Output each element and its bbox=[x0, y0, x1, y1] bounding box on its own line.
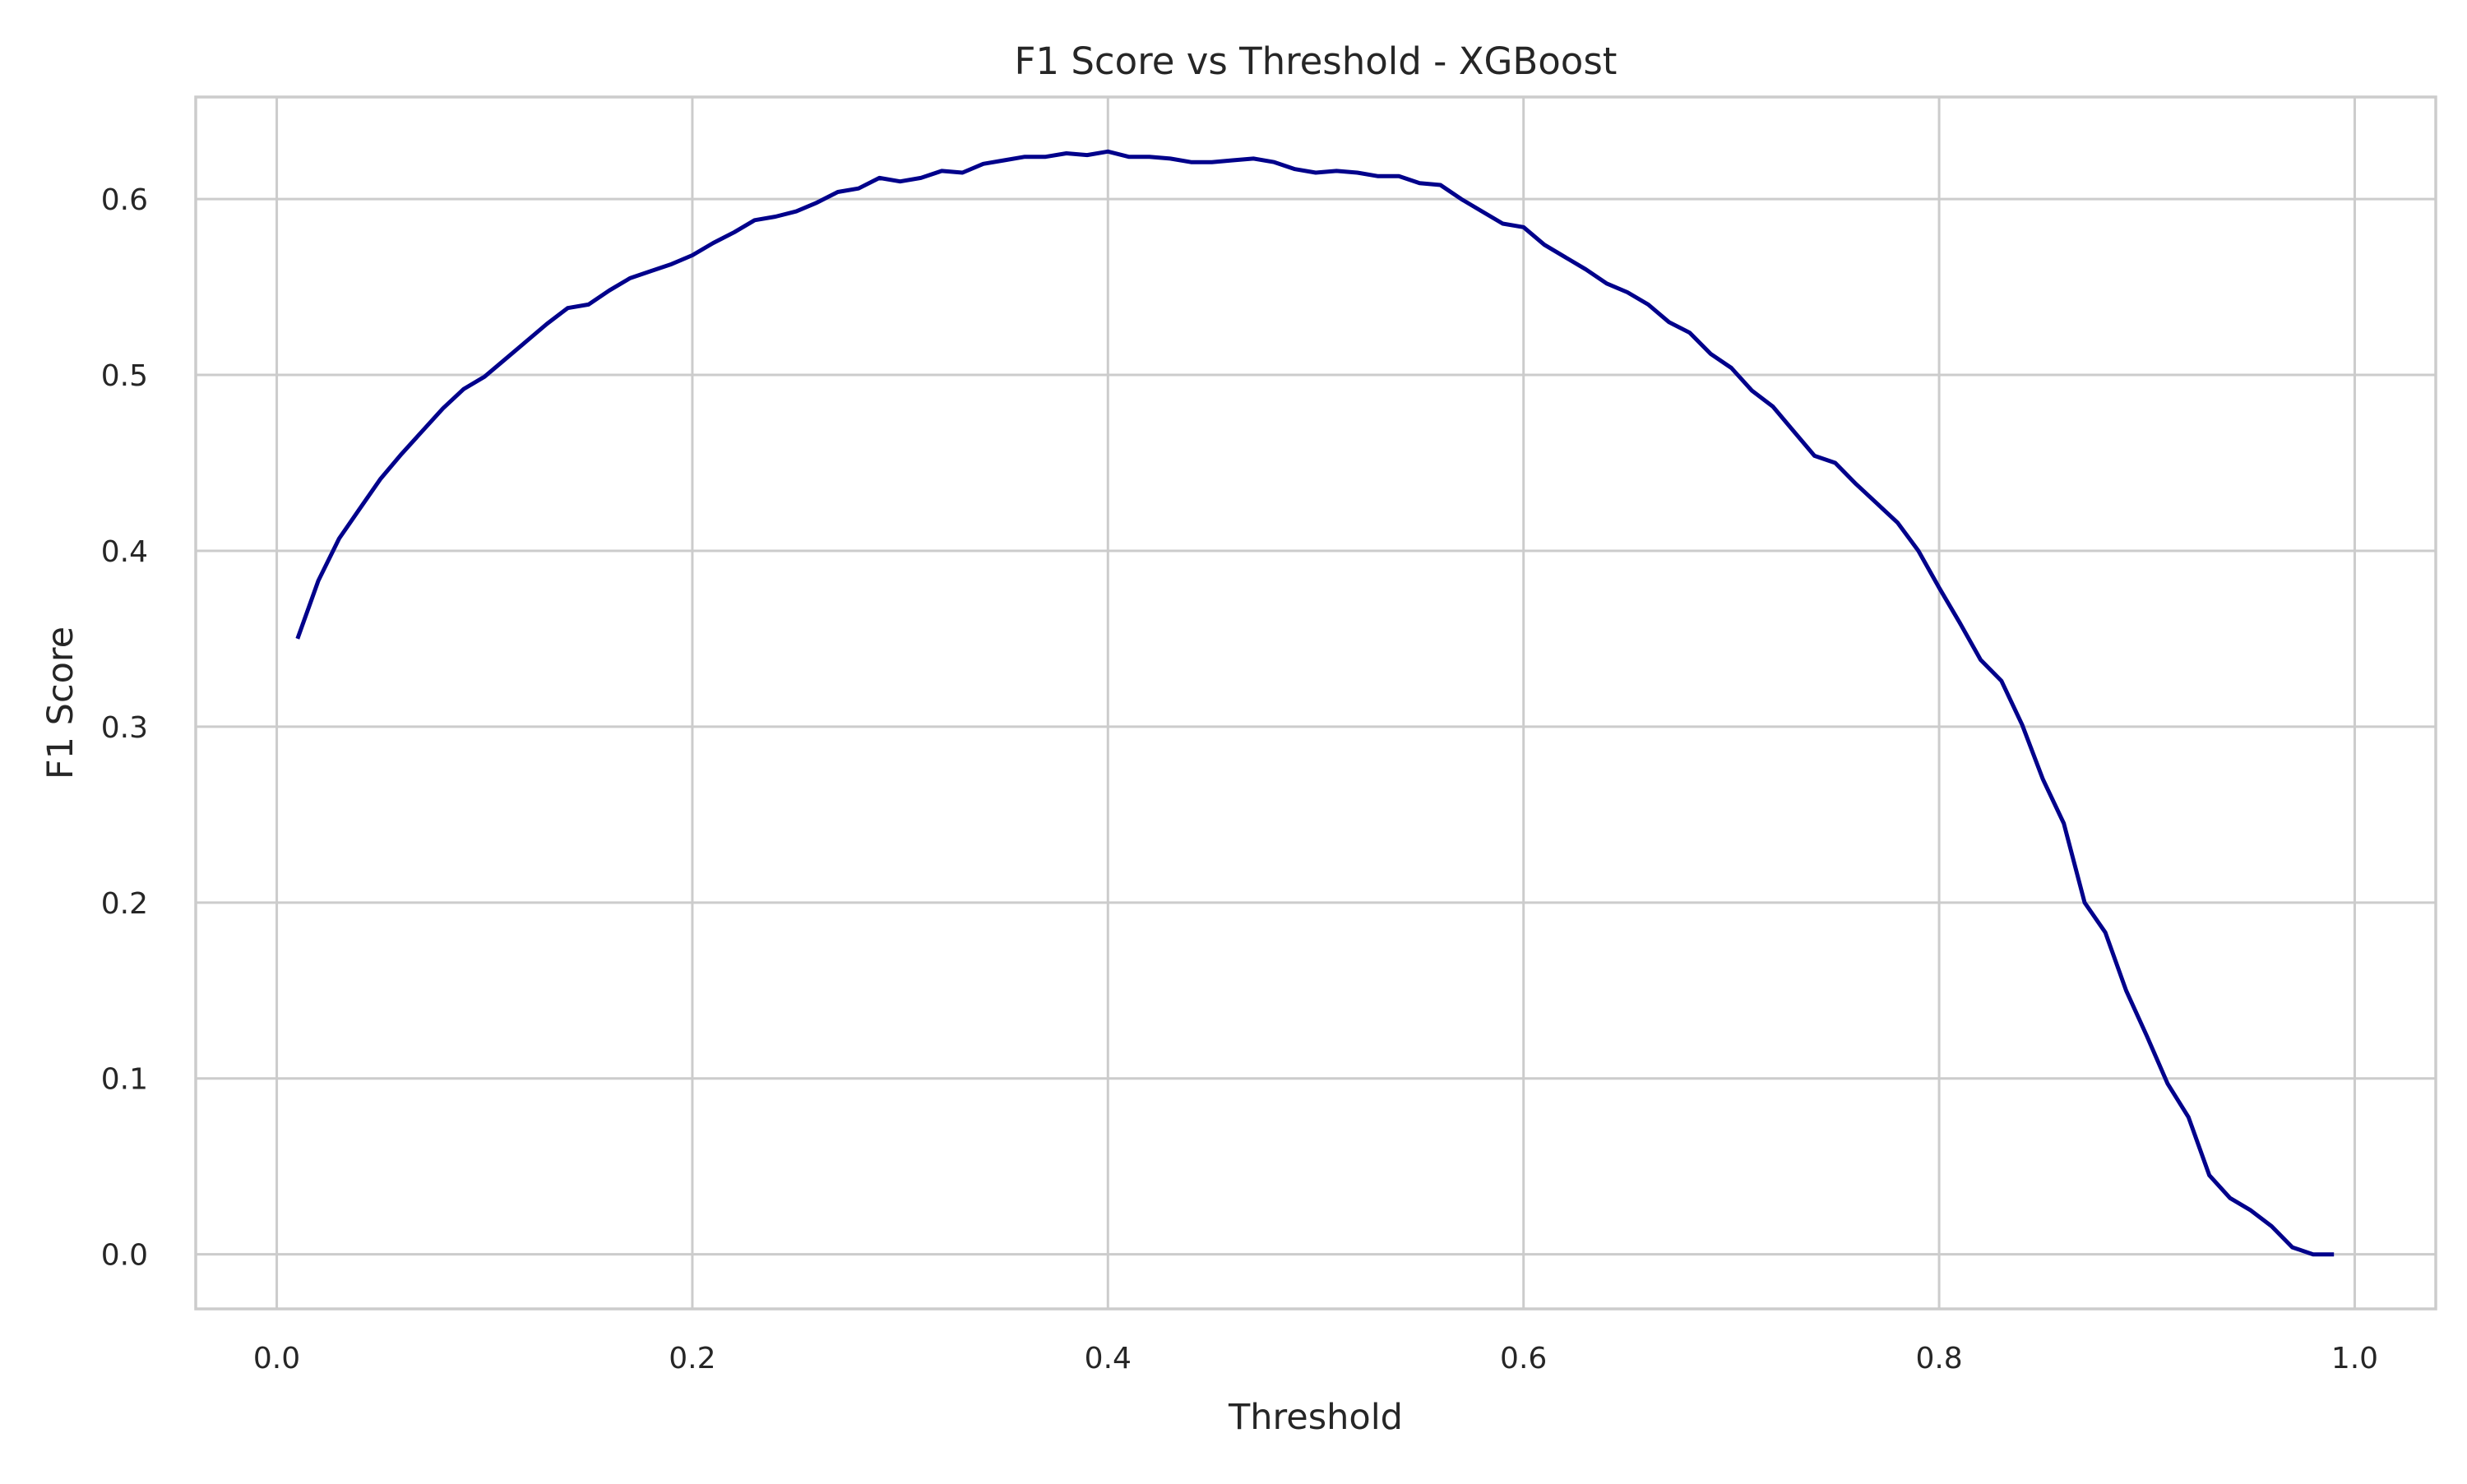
y-tick-label: 0.5 bbox=[101, 359, 148, 393]
x-tick-labels: 0.0 0.2 0.4 0.6 0.8 1.0 bbox=[253, 1342, 2378, 1375]
plot-border bbox=[194, 95, 2437, 1311]
x-tick-label: 0.4 bbox=[1085, 1342, 1132, 1375]
x-axis-title: Threshold bbox=[1228, 1397, 1403, 1438]
x-tick-label: 0.2 bbox=[669, 1342, 715, 1375]
y-tick-label: 0.6 bbox=[101, 183, 148, 217]
x-tick-label: 0.6 bbox=[1500, 1342, 1547, 1375]
x-tick-label: 0.8 bbox=[1915, 1342, 1962, 1375]
y-tick-label: 0.2 bbox=[101, 887, 148, 921]
chart-title: F1 Score vs Threshold - XGBoost bbox=[1015, 39, 1618, 83]
f1-score-line bbox=[295, 149, 2335, 1257]
x-tick-label: 1.0 bbox=[2331, 1342, 2378, 1375]
y-tick-label: 0.1 bbox=[101, 1063, 148, 1097]
plot-frame bbox=[194, 95, 2437, 1311]
y-tick-label: 0.0 bbox=[101, 1239, 148, 1273]
y-axis-title: F1 Score bbox=[40, 626, 81, 779]
y-tick-label: 0.3 bbox=[101, 711, 148, 745]
series-layer bbox=[295, 149, 2335, 1257]
grid bbox=[196, 97, 2436, 1309]
y-tick-label: 0.4 bbox=[101, 535, 148, 569]
x-tick-label: 0.0 bbox=[253, 1342, 300, 1375]
y-tick-labels: 0.0 0.1 0.2 0.3 0.4 0.5 0.6 bbox=[101, 183, 148, 1273]
